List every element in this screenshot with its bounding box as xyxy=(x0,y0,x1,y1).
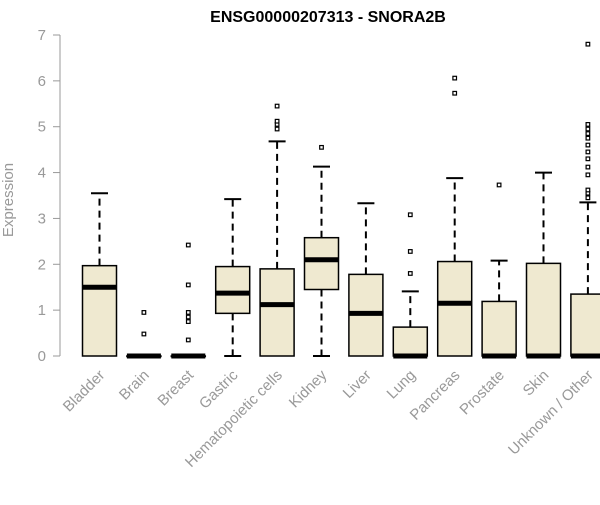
outlier-point xyxy=(187,320,191,324)
box-body xyxy=(393,327,427,356)
box-body xyxy=(438,262,472,356)
outlier-point xyxy=(586,165,590,169)
box-prostate xyxy=(482,183,516,356)
y-tick-label: 4 xyxy=(38,165,46,182)
outlier-point xyxy=(320,146,324,150)
outlier-point xyxy=(187,315,191,319)
box-body xyxy=(260,269,294,356)
y-tick-label: 3 xyxy=(38,210,46,227)
box-body xyxy=(305,238,339,290)
x-tick-label: Brain xyxy=(116,367,153,404)
box-body xyxy=(527,263,561,356)
outlier-point xyxy=(187,311,191,315)
x-tick-label: Prostate xyxy=(456,367,508,419)
outlier-point xyxy=(586,173,590,177)
y-tick-label: 0 xyxy=(38,348,46,365)
outlier-point xyxy=(409,250,413,254)
outlier-point xyxy=(142,332,146,336)
outlier-point xyxy=(586,136,590,140)
x-tick-label: Skin xyxy=(520,367,553,400)
box-gastric xyxy=(216,199,250,356)
outlier-point xyxy=(275,104,279,108)
box-unknown-other xyxy=(571,42,600,356)
x-tick-label: Unknown / Other xyxy=(505,367,597,459)
outlier-point xyxy=(586,42,590,46)
box-brain xyxy=(127,311,161,357)
chart-title: ENSG00000207313 - SNORA2B xyxy=(210,9,446,26)
box-kidney xyxy=(305,146,339,356)
x-tick-label: Liver xyxy=(340,367,375,402)
outlier-point xyxy=(275,119,279,123)
y-tick-label: 7 xyxy=(38,27,46,44)
box-body xyxy=(482,301,516,356)
y-tick-label: 2 xyxy=(38,256,46,273)
y-tick-label: 1 xyxy=(38,302,46,319)
box-body xyxy=(571,294,600,356)
box-pancreas xyxy=(438,76,472,356)
outlier-point xyxy=(187,338,191,342)
box-bladder xyxy=(83,193,117,356)
y-axis-label: Expression xyxy=(0,163,17,237)
outlier-point xyxy=(586,188,590,192)
x-tick-label: Kidney xyxy=(286,366,331,411)
outlier-point xyxy=(453,91,457,95)
outlier-point xyxy=(187,243,191,247)
outlier-point xyxy=(586,143,590,147)
outlier-point xyxy=(453,76,457,80)
outlier-point xyxy=(586,127,590,131)
outlier-point xyxy=(586,123,590,127)
outlier-point xyxy=(142,311,146,315)
x-tick-label: Bladder xyxy=(60,367,109,416)
outlier-point xyxy=(409,272,413,276)
y-tick-label: 5 xyxy=(38,119,46,136)
outlier-point xyxy=(409,213,413,217)
box-breast xyxy=(171,243,205,356)
box-body xyxy=(83,266,117,356)
outlier-point xyxy=(586,150,590,154)
outlier-point xyxy=(497,183,501,187)
outlier-point xyxy=(586,157,590,161)
outlier-point xyxy=(586,132,590,136)
outlier-point xyxy=(275,127,279,131)
box-hematopoietic-cells xyxy=(260,104,294,356)
y-axis: 0 1 2 3 4 5 6 7 xyxy=(38,27,60,365)
outlier-point xyxy=(586,196,590,200)
box-skin xyxy=(527,173,561,356)
outlier-point xyxy=(187,283,191,287)
box-liver xyxy=(349,203,383,356)
x-tick-label: Lung xyxy=(384,367,420,403)
box-lung xyxy=(393,213,427,356)
y-tick-label: 6 xyxy=(38,73,46,90)
box-body xyxy=(216,267,250,314)
x-tick-label: Breast xyxy=(154,366,197,409)
boxes-group xyxy=(83,42,600,356)
